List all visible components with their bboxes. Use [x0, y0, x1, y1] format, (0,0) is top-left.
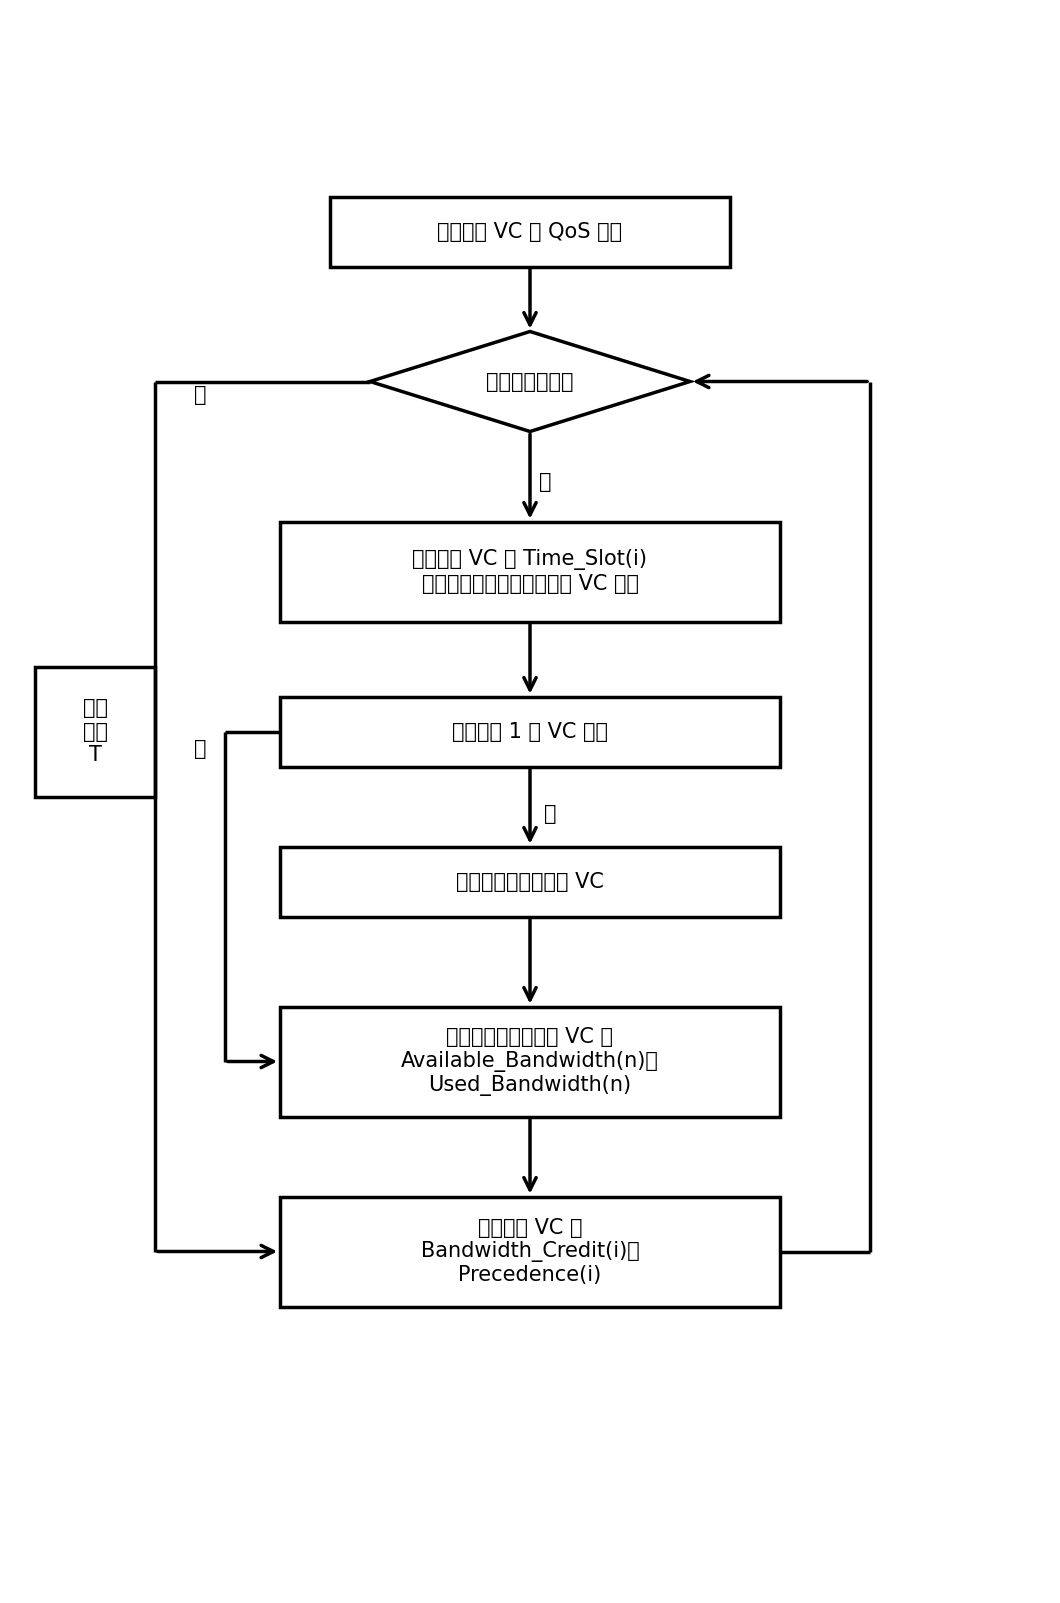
- Text: 选出优先等级最高的 VC: 选出优先等级最高的 VC: [456, 872, 604, 891]
- FancyBboxPatch shape: [280, 521, 780, 622]
- Text: 是否收到申请？: 是否收到申请？: [487, 372, 573, 391]
- Polygon shape: [370, 332, 690, 431]
- FancyBboxPatch shape: [280, 1007, 780, 1117]
- Text: 否: 否: [194, 385, 207, 404]
- FancyBboxPatch shape: [280, 1196, 780, 1306]
- Text: 初始化各 VC 的 QoS 参数: 初始化各 VC 的 QoS 参数: [438, 221, 622, 242]
- Text: 是否仅有 1 个 VC 申请: 是否仅有 1 个 VC 申请: [452, 721, 608, 742]
- Text: 根据各个 VC 的 Time_Slot(i)
选出此时间片中允许发数的 VC 申请: 根据各个 VC 的 Time_Slot(i) 选出此时间片中允许发数的 VC 申…: [412, 550, 648, 593]
- Text: 是: 是: [194, 739, 207, 758]
- Text: 更新所有 VC 的
Bandwidth_Credit(i)和
Precedence(i): 更新所有 VC 的 Bandwidth_Credit(i)和 Precedenc…: [421, 1218, 639, 1286]
- FancyBboxPatch shape: [330, 197, 730, 266]
- Text: 是: 是: [538, 471, 551, 492]
- FancyBboxPatch shape: [280, 846, 780, 917]
- Text: 发送数据并统计各个 VC 的
Available_Bandwidth(n)和
Used_Bandwidth(n): 发送数据并统计各个 VC 的 Available_Bandwidth(n)和 U…: [401, 1028, 659, 1096]
- Text: 否: 否: [544, 803, 556, 824]
- Text: 间隔
时间
T: 间隔 时间 T: [83, 699, 107, 765]
- FancyBboxPatch shape: [35, 667, 155, 797]
- FancyBboxPatch shape: [280, 696, 780, 766]
